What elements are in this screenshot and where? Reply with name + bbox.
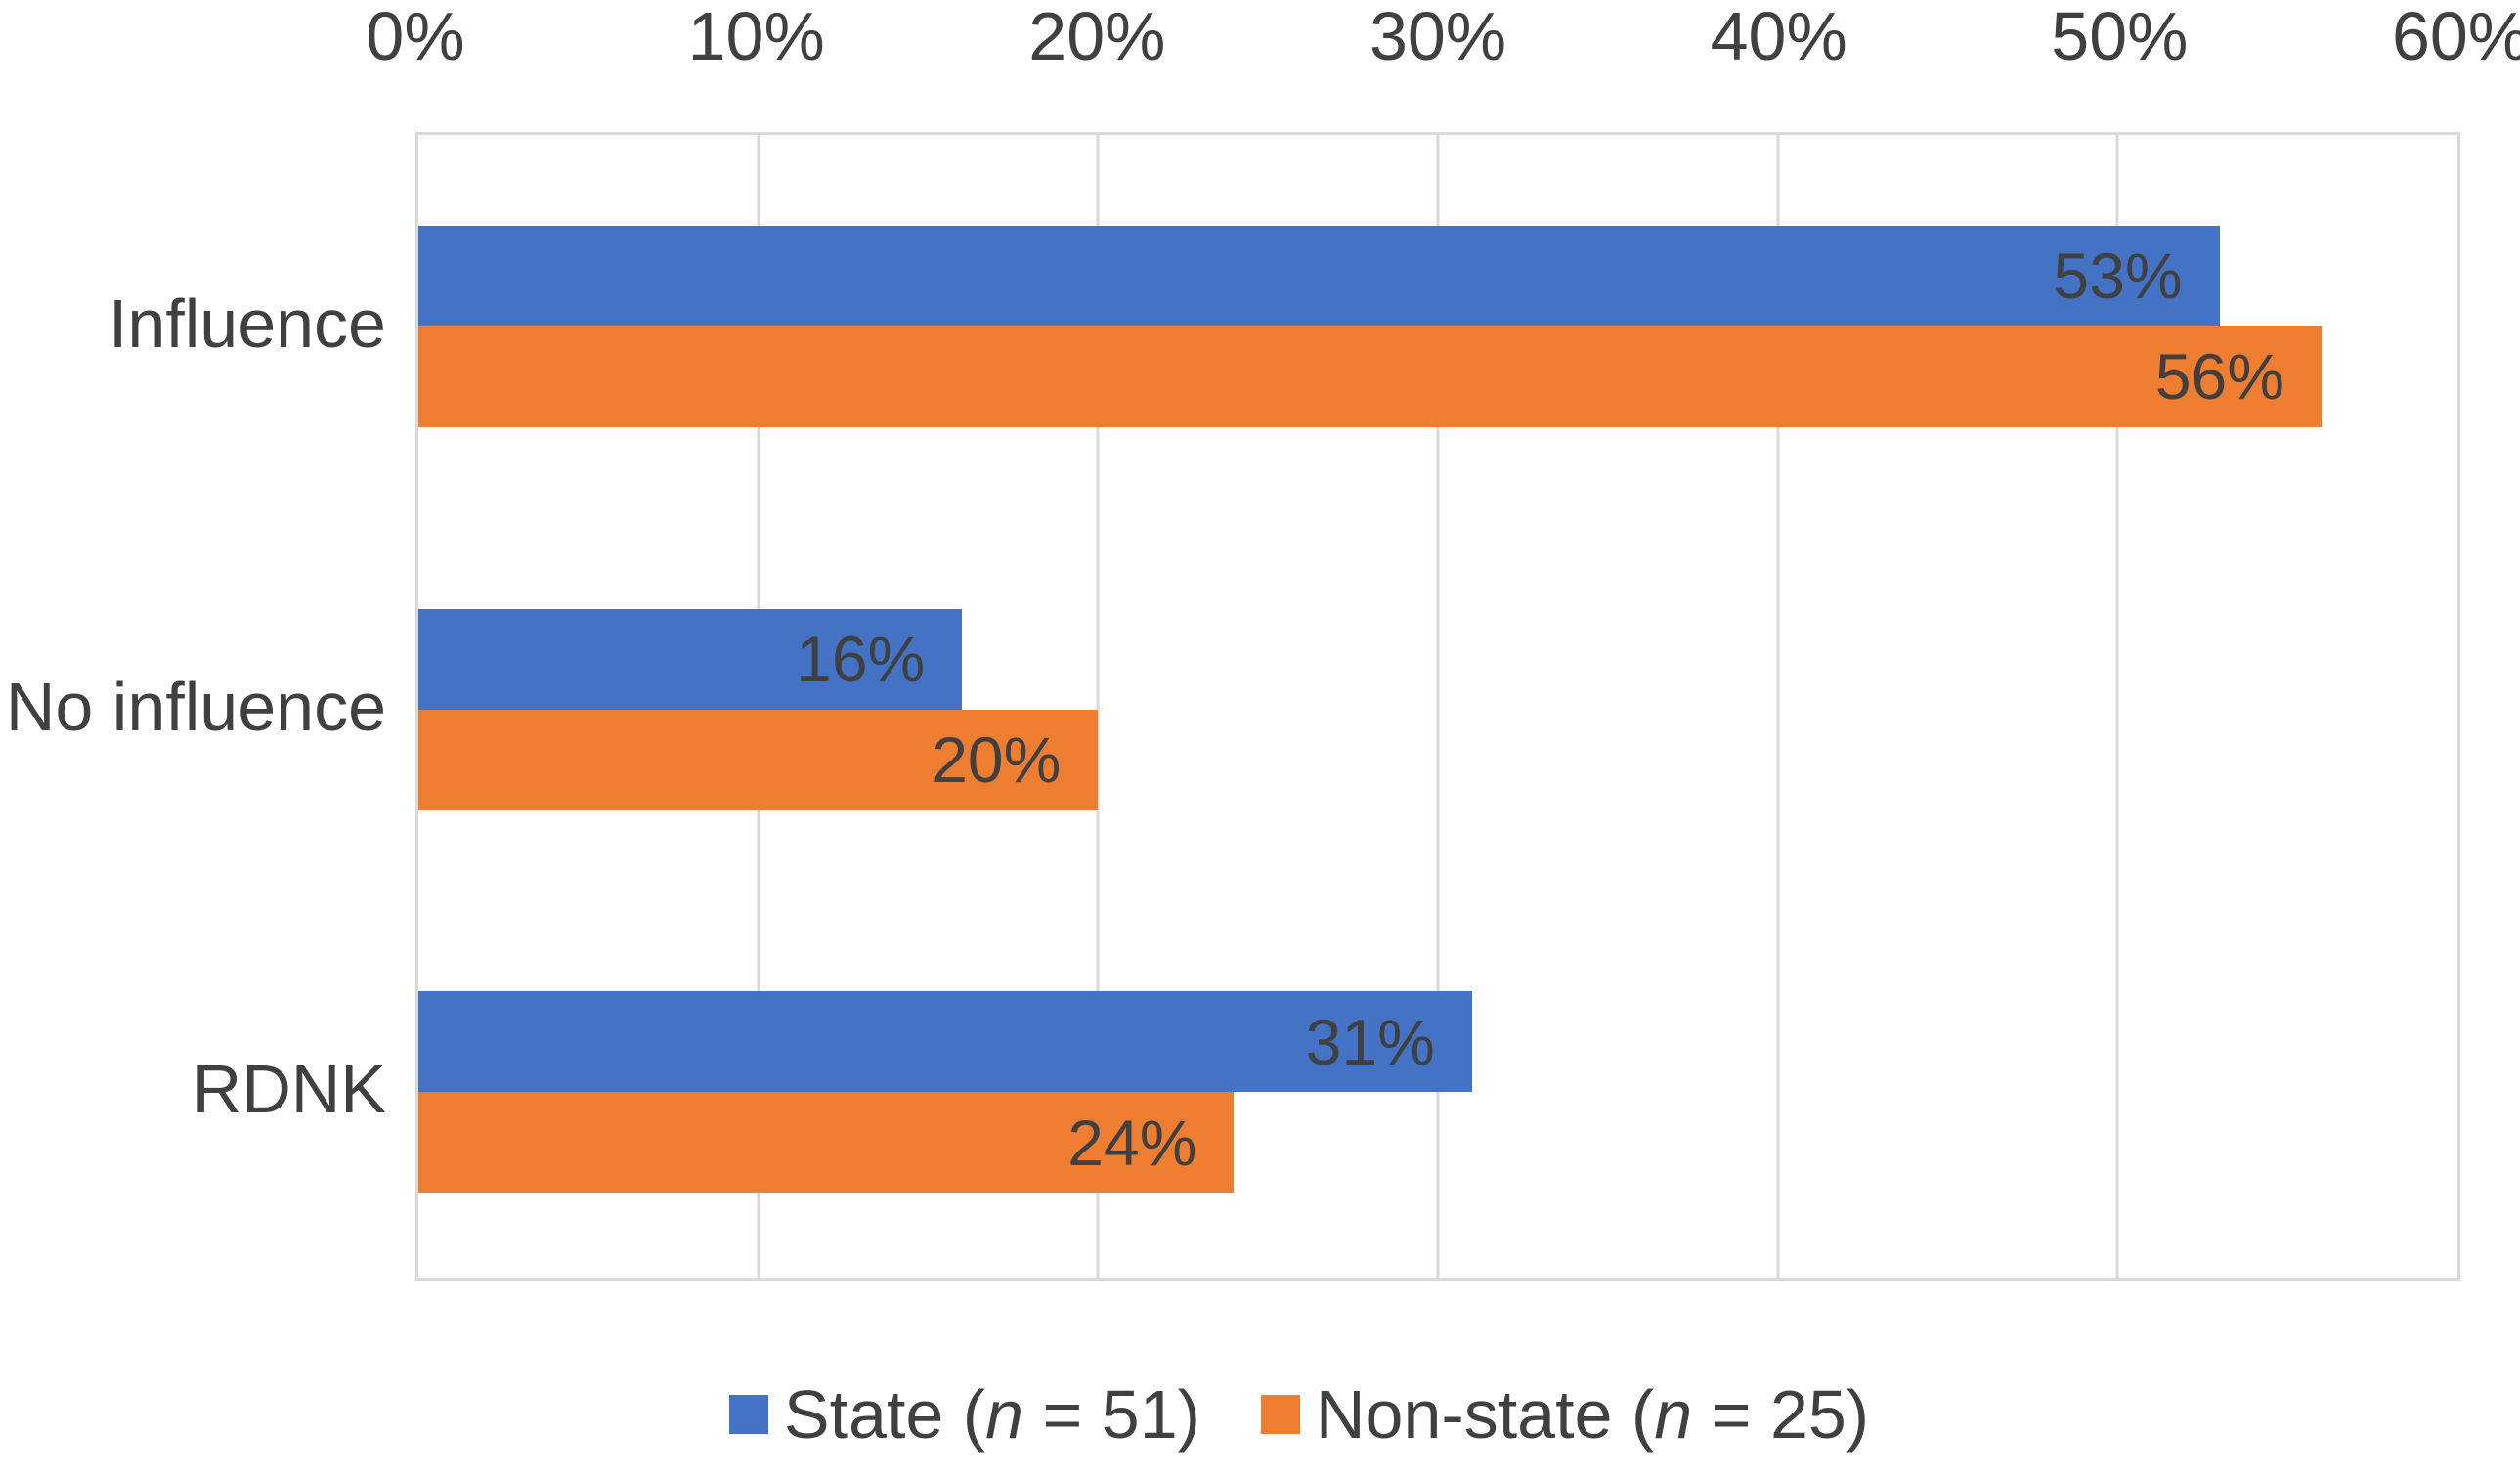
bar-data-label: 56%: [2154, 340, 2284, 413]
legend-label-nonstate: Non-state (n = 25): [1316, 1376, 1869, 1453]
value-axis-tick-label: 60%: [2391, 0, 2520, 74]
legend-label-state-suffix: = 51): [1023, 1376, 1200, 1453]
bar-data-label: 20%: [932, 723, 1062, 796]
legend-label-nonstate-suffix: = 25): [1692, 1376, 1870, 1453]
category-label: RDNK: [192, 1051, 386, 1128]
legend-label-state-n: n: [985, 1376, 1024, 1453]
plot-area: 53% 56% 16% 20% 31% 24%: [415, 132, 2460, 1281]
category-label: Influence: [108, 284, 386, 362]
gridline: [1096, 135, 1100, 1278]
bar-data-label: 53%: [2053, 239, 2183, 313]
bar-state-influence: 53%: [418, 225, 2220, 326]
value-axis-tick-label: 40%: [1710, 0, 1847, 74]
legend-item-state: State (n = 51): [728, 1376, 1200, 1453]
gridline: [2115, 135, 2119, 1278]
legend-swatch-state-icon: [728, 1395, 768, 1434]
bar-data-label: 31%: [1305, 1005, 1435, 1078]
category-label: No influence: [5, 668, 386, 745]
legend-label-state-prefix: State (: [783, 1376, 986, 1453]
bar-non-state-influence: 56%: [418, 326, 2322, 427]
value-axis-tick-label: 30%: [1369, 0, 1507, 74]
category-axis: Influence No influence RDNK: [0, 132, 386, 1281]
bar-state-no-influence: 16%: [418, 608, 963, 710]
value-axis-tick-label: 10%: [687, 0, 825, 74]
legend-swatch-nonstate-icon: [1260, 1395, 1300, 1434]
bar-non-state-rdnk: 24%: [418, 1092, 1235, 1194]
bar-non-state-no-influence: 20%: [418, 709, 1099, 810]
legend: State (n = 51) Non-state (n = 25): [0, 1376, 2520, 1453]
bar-data-label: 16%: [796, 623, 926, 695]
gridline: [1436, 135, 1440, 1278]
legend-label-state: State (n = 51): [784, 1376, 1200, 1453]
legend-item-nonstate: Non-state (n = 25): [1260, 1376, 1869, 1453]
gridline: [1776, 135, 1780, 1278]
legend-label-nonstate-prefix: Non-state (: [1315, 1376, 1655, 1453]
value-axis-tick-label: 50%: [2051, 0, 2189, 74]
value-axis-tick-label: 20%: [1028, 0, 1166, 74]
legend-label-nonstate-n: n: [1654, 1376, 1693, 1453]
value-axis-tick-label: 0%: [366, 0, 465, 74]
value-axis: 0% 10% 20% 30% 40% 50% 60%: [366, 0, 2520, 132]
bar-state-rdnk: 31%: [418, 991, 1472, 1093]
bar-data-label: 24%: [1067, 1106, 1197, 1179]
